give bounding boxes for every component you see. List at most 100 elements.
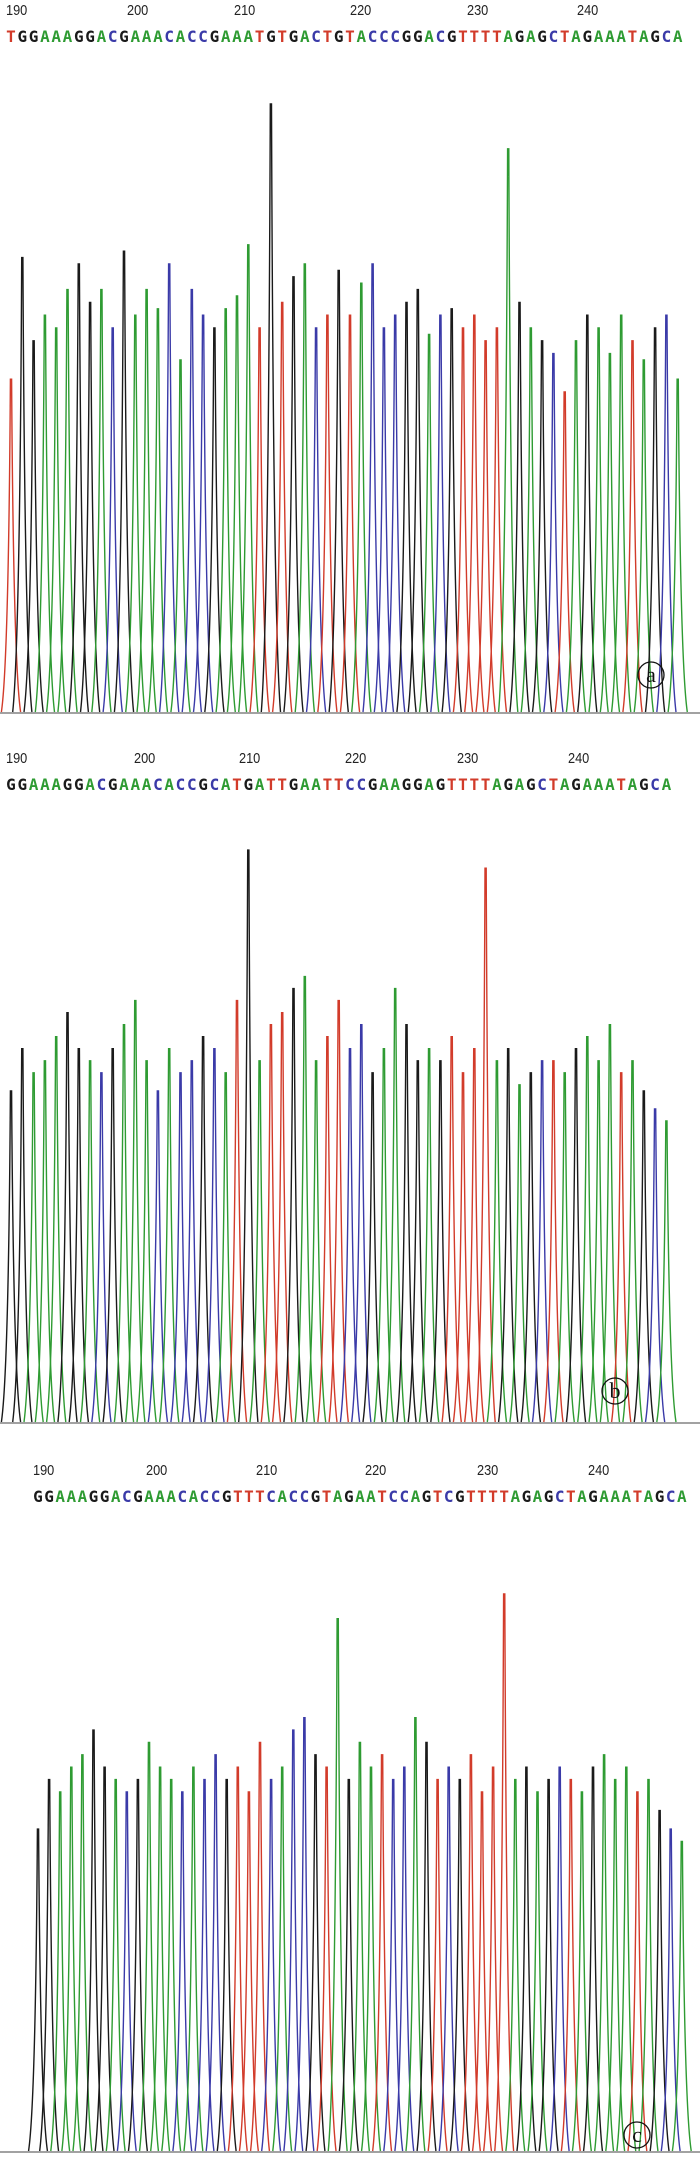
base-call: A <box>605 27 615 46</box>
base-call: C <box>210 1487 221 1506</box>
base-call: A <box>40 775 50 794</box>
trace-peak <box>271 1011 293 1423</box>
trace-peak <box>68 1048 90 1423</box>
base-call: A <box>424 27 434 46</box>
trace-peak <box>554 1072 575 1423</box>
trace-peak <box>215 308 237 713</box>
base-call: T <box>377 1487 387 1506</box>
base-call: C <box>367 27 378 46</box>
trace-peak <box>102 1048 123 1423</box>
base-call: G <box>73 775 84 794</box>
base-call: G <box>521 1487 532 1506</box>
trace-peak <box>170 359 191 713</box>
base-call: G <box>44 1487 54 1506</box>
trace-peak <box>509 301 530 713</box>
base-call: A <box>243 27 254 46</box>
trace-peak <box>430 314 451 713</box>
trace-peak <box>427 1778 448 2152</box>
trace-peak <box>45 327 67 713</box>
base-call: A <box>616 27 626 46</box>
base-call: A <box>627 775 638 794</box>
trace-peak <box>27 1828 49 2152</box>
trace-peak <box>127 1778 149 2152</box>
base-call: A <box>599 1487 609 1506</box>
trace-peak <box>294 263 316 713</box>
base-call: A <box>232 27 242 46</box>
base-call: C <box>661 27 672 46</box>
base-call: A <box>96 27 107 46</box>
base-call: C <box>175 775 186 794</box>
trace-peak <box>638 1778 659 2152</box>
trace-peak <box>520 1072 542 1423</box>
base-call: T <box>254 27 265 46</box>
base-call: G <box>198 775 208 794</box>
base-call: G <box>537 27 547 46</box>
base-call: C <box>379 27 389 46</box>
position-tick: 190 <box>6 750 28 767</box>
base-call: C <box>537 775 547 794</box>
trace-peak <box>482 1766 504 2152</box>
trace-peak <box>527 1791 548 2152</box>
trace-peak <box>271 301 293 713</box>
position-tick: 200 <box>146 1462 168 1479</box>
trace-peak <box>0 378 22 713</box>
trace-peak <box>350 282 372 713</box>
chromatogram-trace <box>0 849 700 1424</box>
chromatogram-trace <box>0 103 700 714</box>
trace-peak <box>328 269 350 713</box>
base-call: T <box>345 27 355 46</box>
base-call: A <box>661 775 672 794</box>
trace-peak <box>405 1717 426 2152</box>
trace-peak <box>12 1048 33 1423</box>
base-call: C <box>186 775 197 794</box>
trace-peak <box>667 378 688 713</box>
base-call: G <box>543 1487 554 1506</box>
trace-peak <box>113 1023 135 1423</box>
trace-peak <box>543 352 564 713</box>
trace-peak <box>158 1048 180 1423</box>
trace-peak <box>216 1778 237 2152</box>
trace-peak <box>360 1766 382 2152</box>
trace-peak <box>113 250 135 713</box>
trace-peak <box>644 327 666 713</box>
base-call: A <box>175 27 186 46</box>
base-call: A <box>130 27 141 46</box>
trace-peak <box>34 1060 56 1423</box>
position-tick: 210 <box>256 1462 278 1479</box>
base-call: T <box>458 27 468 46</box>
trace-peak <box>249 1060 270 1423</box>
trace-peak <box>494 1593 515 2152</box>
trace-peak <box>649 1809 670 2152</box>
base-call: A <box>643 1487 654 1506</box>
base-call: A <box>130 775 141 794</box>
trace-peak <box>416 1741 437 2152</box>
trace-peak <box>283 987 304 1423</box>
trace-peak <box>538 1778 559 2152</box>
base-call: A <box>311 775 321 794</box>
base-call: A <box>299 27 310 46</box>
position-tick: 240 <box>568 750 590 767</box>
base-call: T <box>559 27 570 46</box>
trace-peak <box>582 1766 604 2152</box>
trace-peak <box>430 1060 451 1423</box>
position-tick: 190 <box>33 1462 55 1479</box>
base-call: A <box>85 775 95 794</box>
panel-letter: a <box>646 662 656 687</box>
trace-peak <box>394 1766 415 2152</box>
panel-letter: c <box>632 2122 642 2147</box>
base-call: T <box>477 1487 487 1506</box>
trace-peak <box>181 288 203 713</box>
trace-peak <box>0 1090 22 1423</box>
base-call: T <box>432 1487 443 1506</box>
trace-peak <box>373 327 395 713</box>
position-tick: 190 <box>6 2 28 19</box>
base-call: C <box>198 27 208 46</box>
trace-peak <box>520 327 542 713</box>
trace-peak <box>543 1060 564 1423</box>
trace-peak <box>497 148 519 713</box>
base-call: G <box>588 1487 598 1506</box>
trace-peak <box>464 1048 485 1423</box>
trace-peak <box>644 1108 666 1423</box>
base-call: G <box>503 775 513 794</box>
